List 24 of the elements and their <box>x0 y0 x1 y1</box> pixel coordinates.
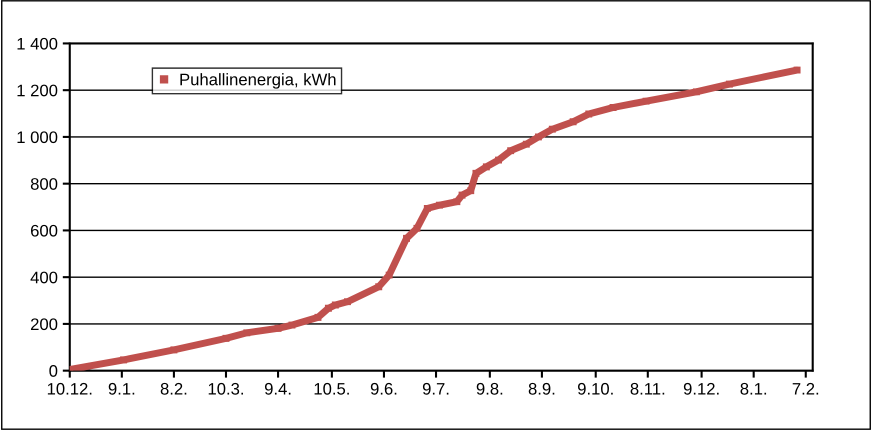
x-tick-label: 9.4. <box>264 382 290 395</box>
x-tick-label: 7.2. <box>792 382 818 395</box>
x-tick-label: 9.6. <box>370 382 396 395</box>
x-tick-label: 8.2. <box>160 382 186 395</box>
y-tick-label: 1 000 <box>18 131 58 144</box>
y-tick-label: 400 <box>30 272 58 284</box>
x-tick-label: 9.12. <box>684 382 719 395</box>
x-tick-label: 8.11. <box>630 382 664 395</box>
x-tick-label: 9.1. <box>108 382 134 395</box>
x-tick-label: 8.9. <box>528 382 554 395</box>
y-tick-label: 1 400 <box>18 38 58 50</box>
x-tick-label: 9.8. <box>476 382 502 395</box>
y-tick-label: 1 200 <box>18 84 58 96</box>
x-tick-label: 9.10. <box>578 382 613 395</box>
y-tick-label: 800 <box>30 178 58 190</box>
x-tick-label: 10.5. <box>314 382 349 395</box>
y-tick-label: 200 <box>30 318 58 330</box>
x-tick-label: 9.7. <box>422 382 448 395</box>
y-tick-label: 600 <box>30 224 58 237</box>
x-tick-label: 10.3. <box>208 382 243 395</box>
x-tick-label: 8.1. <box>740 382 766 395</box>
x-tick-label: 10.12. <box>48 382 92 395</box>
y-tick-label: 0 <box>49 365 58 377</box>
legend-label: Puhallinenergia, kWh <box>180 73 336 89</box>
